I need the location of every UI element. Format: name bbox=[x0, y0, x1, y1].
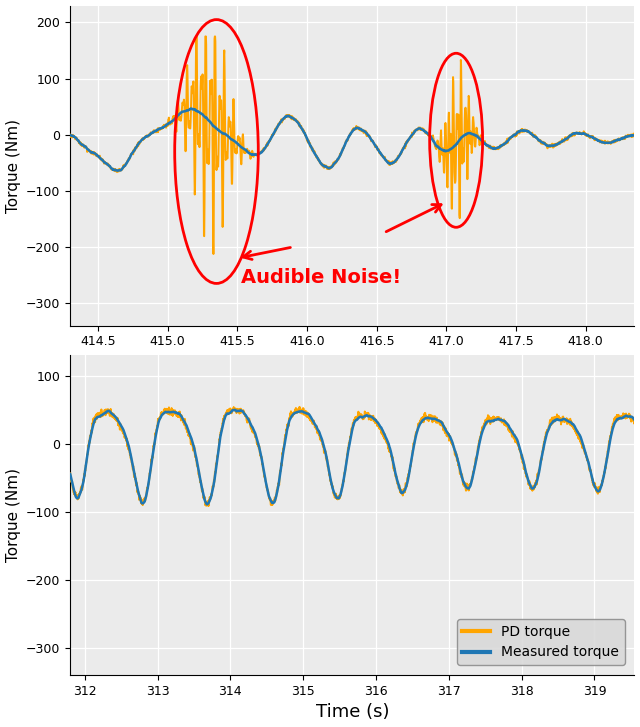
Text: Audible Noise!: Audible Noise! bbox=[241, 268, 401, 287]
Y-axis label: Torque (Nm): Torque (Nm) bbox=[6, 468, 20, 562]
X-axis label: Time (s): Time (s) bbox=[316, 704, 389, 721]
Y-axis label: Torque (Nm): Torque (Nm) bbox=[6, 119, 20, 212]
Legend: PD torque, Measured torque: PD torque, Measured torque bbox=[457, 619, 625, 665]
